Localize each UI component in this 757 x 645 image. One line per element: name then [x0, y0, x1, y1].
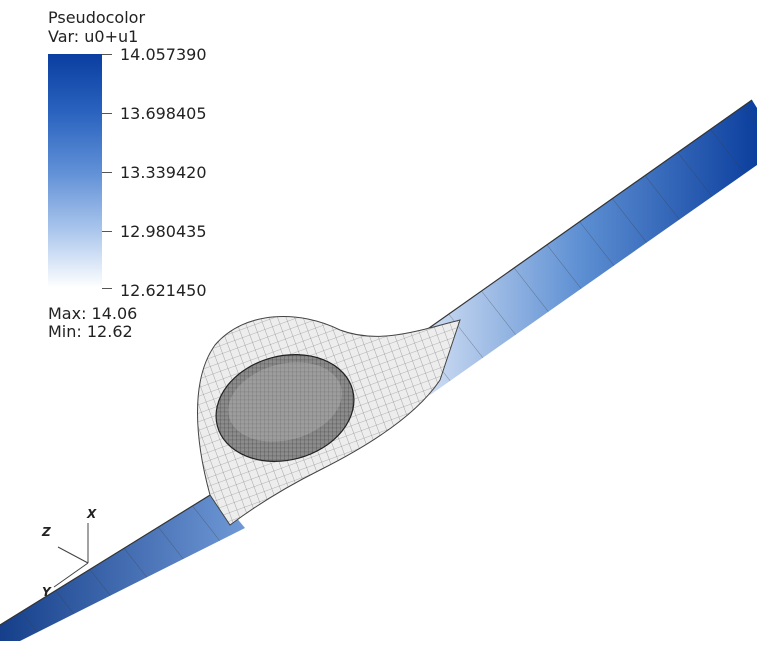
legend-plot-type: Pseudocolor: [48, 8, 146, 27]
colorbar-tick: [102, 172, 112, 173]
colorbar-tick-label: 12.980435: [120, 222, 207, 241]
colorbar-tick-label: 13.698405: [120, 104, 207, 123]
colorbar-tick: [102, 54, 112, 55]
colorbar-tick: [102, 288, 112, 289]
axis-z-label: Z: [42, 525, 51, 539]
upper-pipe: [404, 99, 757, 395]
lower-pipe: [0, 491, 245, 641]
colorbar-tick-label: 14.057390: [120, 45, 207, 64]
legend-variable: Var: u0+u1: [48, 27, 139, 46]
legend-max: Max: 14.06: [48, 304, 138, 323]
color-bar: [48, 54, 102, 288]
axis-x-label: X: [87, 507, 97, 521]
colorbar-tick: [102, 113, 112, 114]
colorbar-tick-label: 13.339420: [120, 163, 207, 182]
colorbar-tick: [102, 231, 112, 232]
legend-min: Min: 12.62: [48, 322, 133, 341]
chamber-mesh: [197, 316, 461, 526]
axis-y-label: Y: [42, 585, 51, 599]
colorbar-tick-label: 12.621450: [120, 281, 207, 300]
axis-triad: [53, 523, 89, 588]
